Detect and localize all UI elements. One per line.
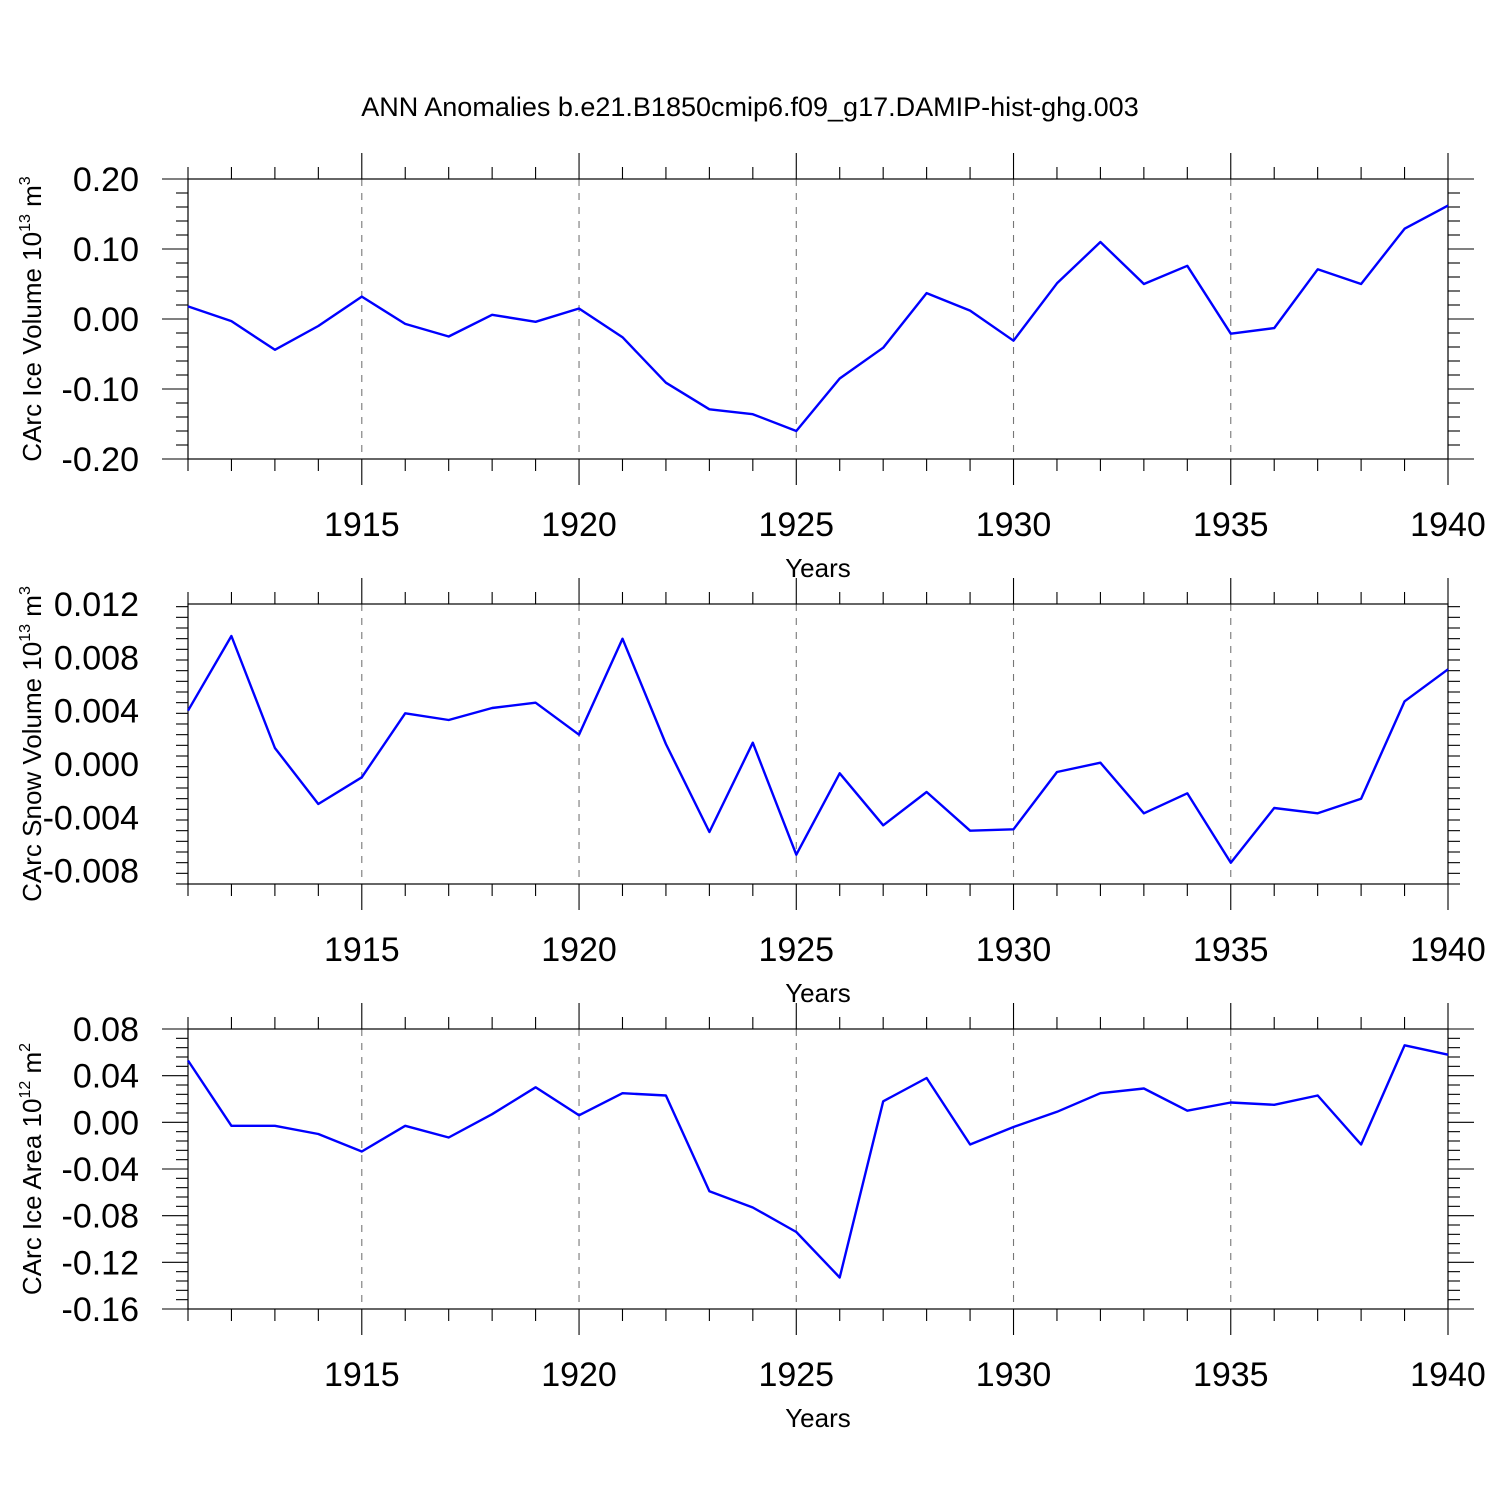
y-tick-label: -0.004 bbox=[43, 799, 139, 837]
x-tick-label: 1935 bbox=[1193, 931, 1269, 969]
x-tick-label: 1930 bbox=[976, 1356, 1052, 1394]
x-tick-label: 1935 bbox=[1193, 506, 1269, 544]
y-tick-label: 0.00 bbox=[73, 1104, 139, 1142]
x-tick-label: 1920 bbox=[541, 1356, 617, 1394]
chart-title: ANN Anomalies b.e21.B1850cmip6.f09_g17.D… bbox=[361, 92, 1138, 122]
panel-1: -0.20 -0.10 0.00 0.10 0.20 1915 1920 1925 1930 19… bbox=[17, 153, 1486, 583]
y-tick-label: -0.08 bbox=[62, 1198, 140, 1236]
x-axis-label: Years bbox=[785, 1403, 851, 1433]
x-tick-label: 1940 bbox=[1410, 1356, 1486, 1394]
series-line bbox=[187, 204, 1449, 433]
x-tick-label: 1940 bbox=[1410, 931, 1486, 969]
x-tick-label: 1915 bbox=[324, 506, 400, 544]
x-tick-label: 1915 bbox=[324, 931, 400, 969]
series-line bbox=[186, 634, 1449, 864]
y-tick-label: -0.04 bbox=[62, 1151, 140, 1189]
x-tick-label: 1940 bbox=[1410, 506, 1486, 544]
y-tick-label: -0.16 bbox=[62, 1291, 140, 1329]
y-tick-label: -0.008 bbox=[43, 853, 139, 891]
y-tick-label: 0.012 bbox=[54, 586, 139, 624]
x-tick-label: 1915 bbox=[324, 1356, 400, 1394]
y-tick-label: 0.004 bbox=[54, 693, 139, 731]
y-tick-label: 0.008 bbox=[54, 639, 139, 677]
x-tick-label: 1930 bbox=[976, 931, 1052, 969]
y-axis-label: CArc Snow Volume 1013 m3 bbox=[17, 586, 47, 902]
x-tick-label: 1920 bbox=[541, 931, 617, 969]
y-tick-label: 0.000 bbox=[54, 746, 139, 784]
x-tick-label: 1925 bbox=[758, 931, 834, 969]
x-tick-label: 1930 bbox=[976, 506, 1052, 544]
y-tick-label: -0.12 bbox=[62, 1244, 140, 1282]
plot-frame bbox=[187, 178, 1449, 460]
x-tick-label: 1935 bbox=[1193, 1356, 1269, 1394]
y-tick-label: 0.10 bbox=[73, 231, 139, 269]
y-tick-label: -0.10 bbox=[62, 371, 140, 409]
y-tick-label: -0.20 bbox=[62, 441, 140, 479]
y-axis-label: CArc Ice Area 1012 m2 bbox=[17, 1043, 47, 1295]
y-axis-label: CArc Ice Volume 1013 m3 bbox=[17, 176, 47, 461]
x-tick-label: 1925 bbox=[758, 506, 834, 544]
y-tick-label: 0.20 bbox=[73, 161, 139, 199]
series-line bbox=[187, 1044, 1449, 1279]
y-tick-label: 0.08 bbox=[73, 1011, 139, 1049]
x-axis-label: Years bbox=[785, 978, 851, 1008]
panel-3: -0.16 -0.12 -0.08 -0.04 0.00 0.04 0.08 1915 1920… bbox=[17, 1003, 1486, 1433]
panel-2: -0.008 -0.004 0.000 0.004 0.008 0.012 1915 1920… bbox=[17, 578, 1486, 1008]
x-tick-label: 1925 bbox=[758, 1356, 834, 1394]
y-tick-label: 0.00 bbox=[73, 301, 139, 339]
plot-frame bbox=[187, 603, 1449, 885]
plot-frame bbox=[187, 1028, 1449, 1310]
x-axis-label: Years bbox=[785, 553, 851, 583]
x-tick-label: 1920 bbox=[541, 506, 617, 544]
y-tick-label: 0.04 bbox=[73, 1058, 139, 1096]
